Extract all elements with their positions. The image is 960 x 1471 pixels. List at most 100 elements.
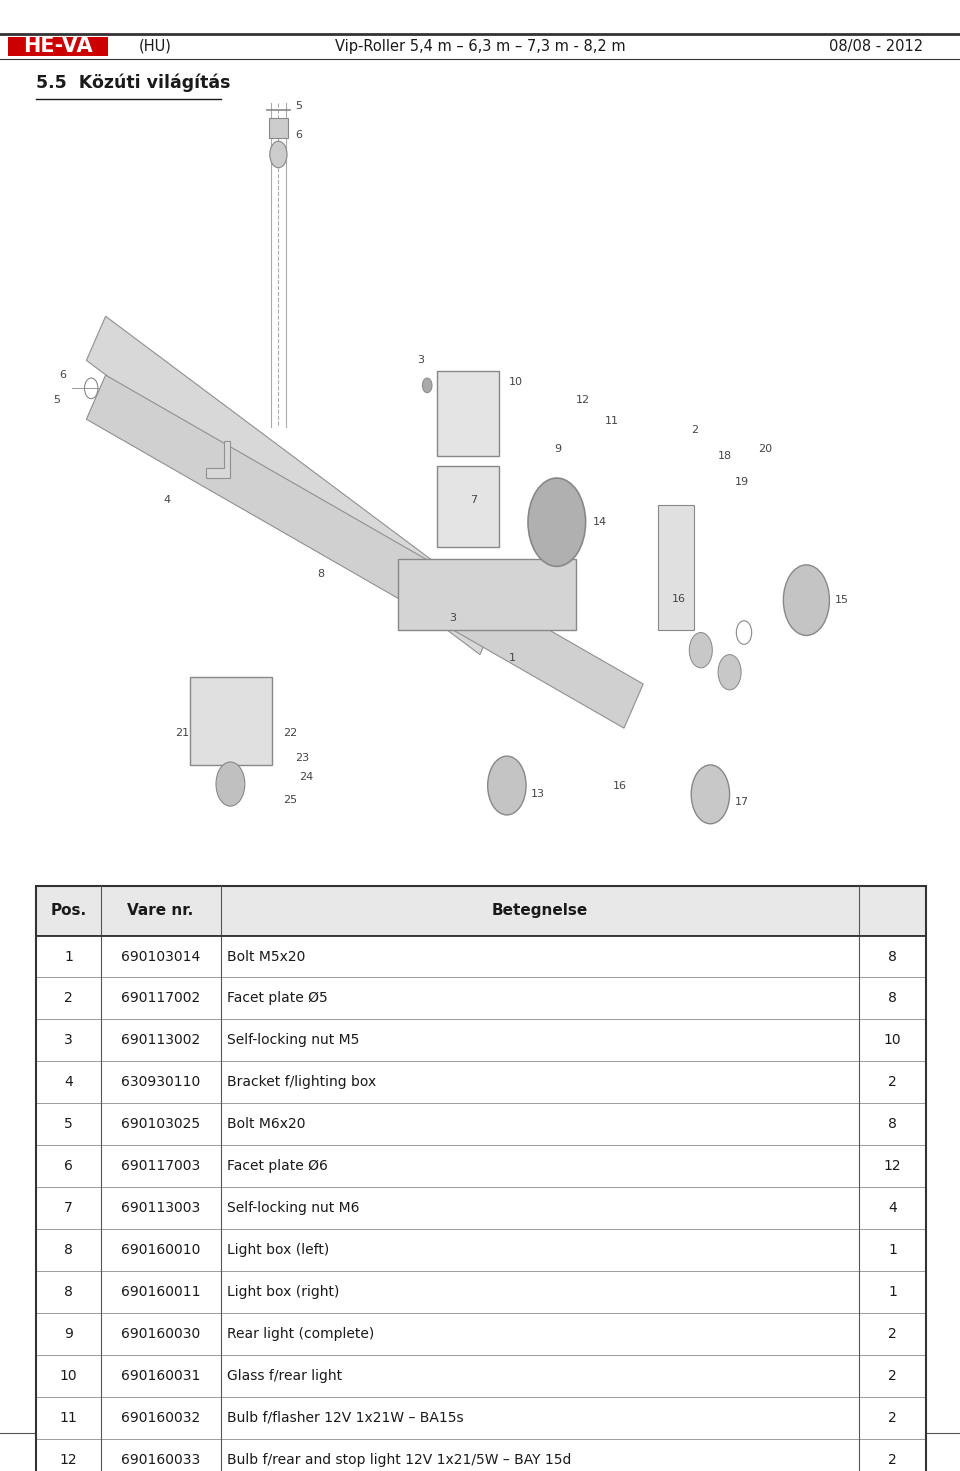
Text: 17: 17	[734, 797, 749, 806]
Text: 2: 2	[888, 1075, 897, 1090]
Text: 6: 6	[60, 371, 66, 380]
Bar	[36, 1314, 926, 1355]
Text: Bolt M5x20: Bolt M5x20	[228, 949, 306, 964]
FancyBboxPatch shape	[658, 505, 694, 630]
Bar	[36, 1062, 926, 1103]
Text: 18: 18	[718, 452, 732, 460]
Text: 12: 12	[884, 1159, 901, 1174]
Text: 690103025: 690103025	[121, 1116, 201, 1131]
Bar	[36, 1103, 926, 1144]
Text: 690117002: 690117002	[121, 991, 201, 1006]
Text: Bracket f/lighting box: Bracket f/lighting box	[228, 1075, 376, 1090]
Text: Betegnelse: Betegnelse	[492, 903, 588, 918]
Text: 690160030: 690160030	[121, 1327, 201, 1342]
Circle shape	[528, 478, 586, 566]
Text: 5.5  Közúti világítás: 5.5 Közúti világítás	[36, 74, 231, 93]
Text: 8: 8	[317, 569, 324, 578]
Text: 08/08 - 2012: 08/08 - 2012	[829, 38, 924, 54]
Text: 21: 21	[175, 728, 189, 737]
Bar	[36, 978, 926, 1019]
Text: Facet plate Ø5: Facet plate Ø5	[228, 991, 328, 1006]
Polygon shape	[206, 441, 230, 478]
Text: 2: 2	[888, 1411, 897, 1425]
Text: 22: 22	[283, 728, 298, 737]
Text: 2: 2	[888, 1327, 897, 1342]
Text: 11: 11	[605, 416, 619, 425]
Circle shape	[216, 762, 245, 806]
Text: 690103014: 690103014	[121, 949, 201, 964]
Text: 630930110: 630930110	[121, 1075, 201, 1090]
Text: 690113003: 690113003	[121, 1200, 201, 1215]
Text: 690160032: 690160032	[121, 1411, 201, 1425]
Text: 690160011: 690160011	[121, 1284, 201, 1299]
Text: Vare nr.: Vare nr.	[128, 903, 194, 918]
Bar	[36, 1019, 926, 1062]
Text: 7: 7	[470, 496, 477, 505]
Text: 7: 7	[64, 1200, 73, 1215]
Text: 2: 2	[691, 425, 698, 434]
Text: 8: 8	[888, 1116, 897, 1131]
Text: HE-VA: HE-VA	[23, 37, 92, 56]
Bar	[36, 886, 926, 1471]
Circle shape	[783, 565, 829, 635]
Text: Vip-Roller 5,4 m – 6,3 m – 7,3 m - 8,2 m: Vip-Roller 5,4 m – 6,3 m – 7,3 m - 8,2 m	[335, 38, 625, 54]
Text: 5: 5	[296, 101, 302, 110]
Polygon shape	[86, 316, 499, 655]
FancyBboxPatch shape	[269, 118, 288, 138]
Text: 10: 10	[884, 1033, 901, 1047]
Text: 9: 9	[554, 444, 561, 453]
Text: Self-locking nut M5: Self-locking nut M5	[228, 1033, 360, 1047]
Circle shape	[488, 756, 526, 815]
FancyBboxPatch shape	[190, 677, 272, 765]
Text: Light box (left): Light box (left)	[228, 1243, 329, 1258]
Text: 6: 6	[64, 1159, 73, 1174]
Bar	[36, 1187, 926, 1230]
Text: 690160033: 690160033	[121, 1452, 201, 1467]
Circle shape	[718, 655, 741, 690]
Circle shape	[270, 141, 287, 168]
Text: 690113002: 690113002	[121, 1033, 201, 1047]
Text: 5: 5	[64, 1116, 73, 1131]
FancyBboxPatch shape	[8, 37, 108, 56]
Text: Glass f/rear light: Glass f/rear light	[228, 1368, 343, 1383]
Text: 16: 16	[612, 781, 627, 790]
Text: 8: 8	[64, 1243, 73, 1258]
Text: Bolt M6x20: Bolt M6x20	[228, 1116, 306, 1131]
Bar	[36, 1146, 926, 1187]
Text: 3: 3	[418, 356, 424, 365]
Text: (HU): (HU)	[139, 38, 172, 54]
Text: 13: 13	[531, 790, 545, 799]
Text: 16: 16	[672, 594, 686, 603]
Bar	[36, 1355, 926, 1397]
Text: 20: 20	[758, 444, 773, 453]
Text: 6: 6	[296, 131, 302, 140]
Text: 2: 2	[888, 1368, 897, 1383]
Circle shape	[422, 378, 432, 393]
Text: Self-locking nut M6: Self-locking nut M6	[228, 1200, 360, 1215]
Text: 10: 10	[509, 378, 523, 387]
Text: 690160010: 690160010	[121, 1243, 201, 1258]
Text: 19: 19	[734, 478, 749, 487]
Text: 16: 16	[470, 1445, 490, 1459]
Text: 2: 2	[888, 1452, 897, 1467]
FancyBboxPatch shape	[398, 559, 576, 630]
Text: 4: 4	[64, 1075, 73, 1090]
Text: 23: 23	[295, 753, 309, 762]
Bar	[36, 886, 926, 936]
FancyBboxPatch shape	[437, 371, 499, 456]
Text: 4: 4	[888, 1200, 897, 1215]
Bar	[36, 936, 926, 978]
Bar	[36, 1439, 926, 1471]
Text: Pos.: Pos.	[51, 903, 86, 918]
Text: 1: 1	[64, 949, 73, 964]
Text: Bulb f/rear and stop light 12V 1x21/5W – BAY 15d: Bulb f/rear and stop light 12V 1x21/5W –…	[228, 1452, 572, 1467]
Text: 12: 12	[576, 396, 590, 405]
Text: 4: 4	[163, 496, 170, 505]
Text: 25: 25	[283, 796, 298, 805]
Text: 690160031: 690160031	[121, 1368, 201, 1383]
Text: 9: 9	[64, 1327, 73, 1342]
Text: Facet plate Ø6: Facet plate Ø6	[228, 1159, 328, 1174]
Text: 690117003: 690117003	[121, 1159, 201, 1174]
Text: 8: 8	[888, 949, 897, 964]
Bar	[36, 1230, 926, 1271]
